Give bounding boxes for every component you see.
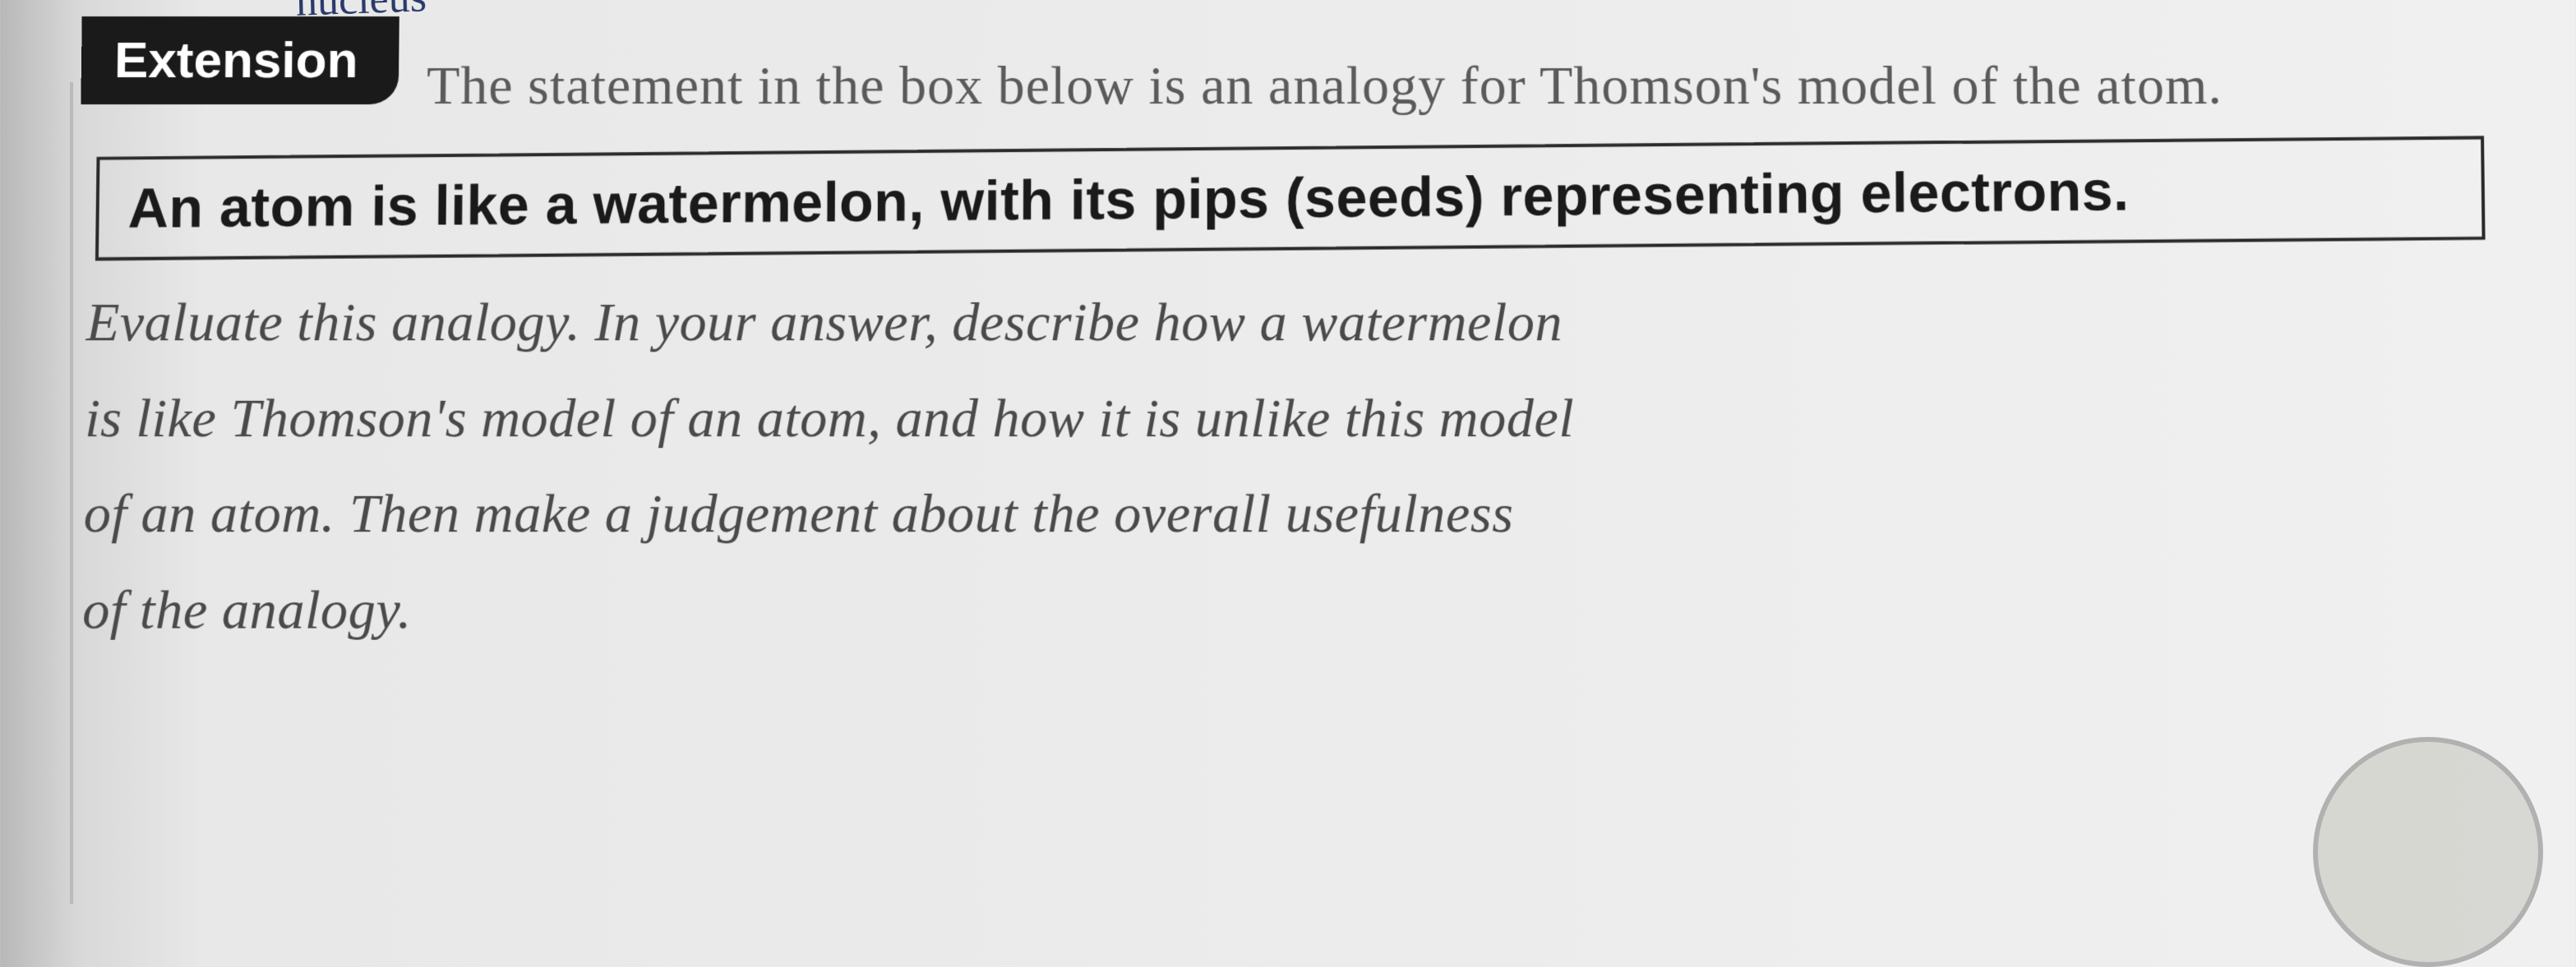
handwritten-annotation: nucleus (295, 0, 427, 26)
analogy-box: An atom is like a watermelon, with its p… (95, 136, 2486, 260)
intro-text: The statement in the box below is an ana… (427, 55, 2550, 117)
body-line-4: of the analogy. (82, 562, 2557, 658)
body-line-1: Evaluate this analogy. In your answer, d… (85, 275, 2553, 371)
question-body: Evaluate this analogy. In your answer, d… (82, 275, 2557, 658)
page-margin-rule (70, 82, 73, 904)
extension-badge: Extension (81, 16, 399, 104)
atom-illustration-icon (2313, 737, 2543, 967)
body-line-3: of an atom. Then make a judgement about … (83, 466, 2555, 562)
page-content: nucleus Extension The statement in the b… (74, 0, 2557, 658)
body-line-2: is like Thomson's model of an atom, and … (85, 371, 2555, 466)
